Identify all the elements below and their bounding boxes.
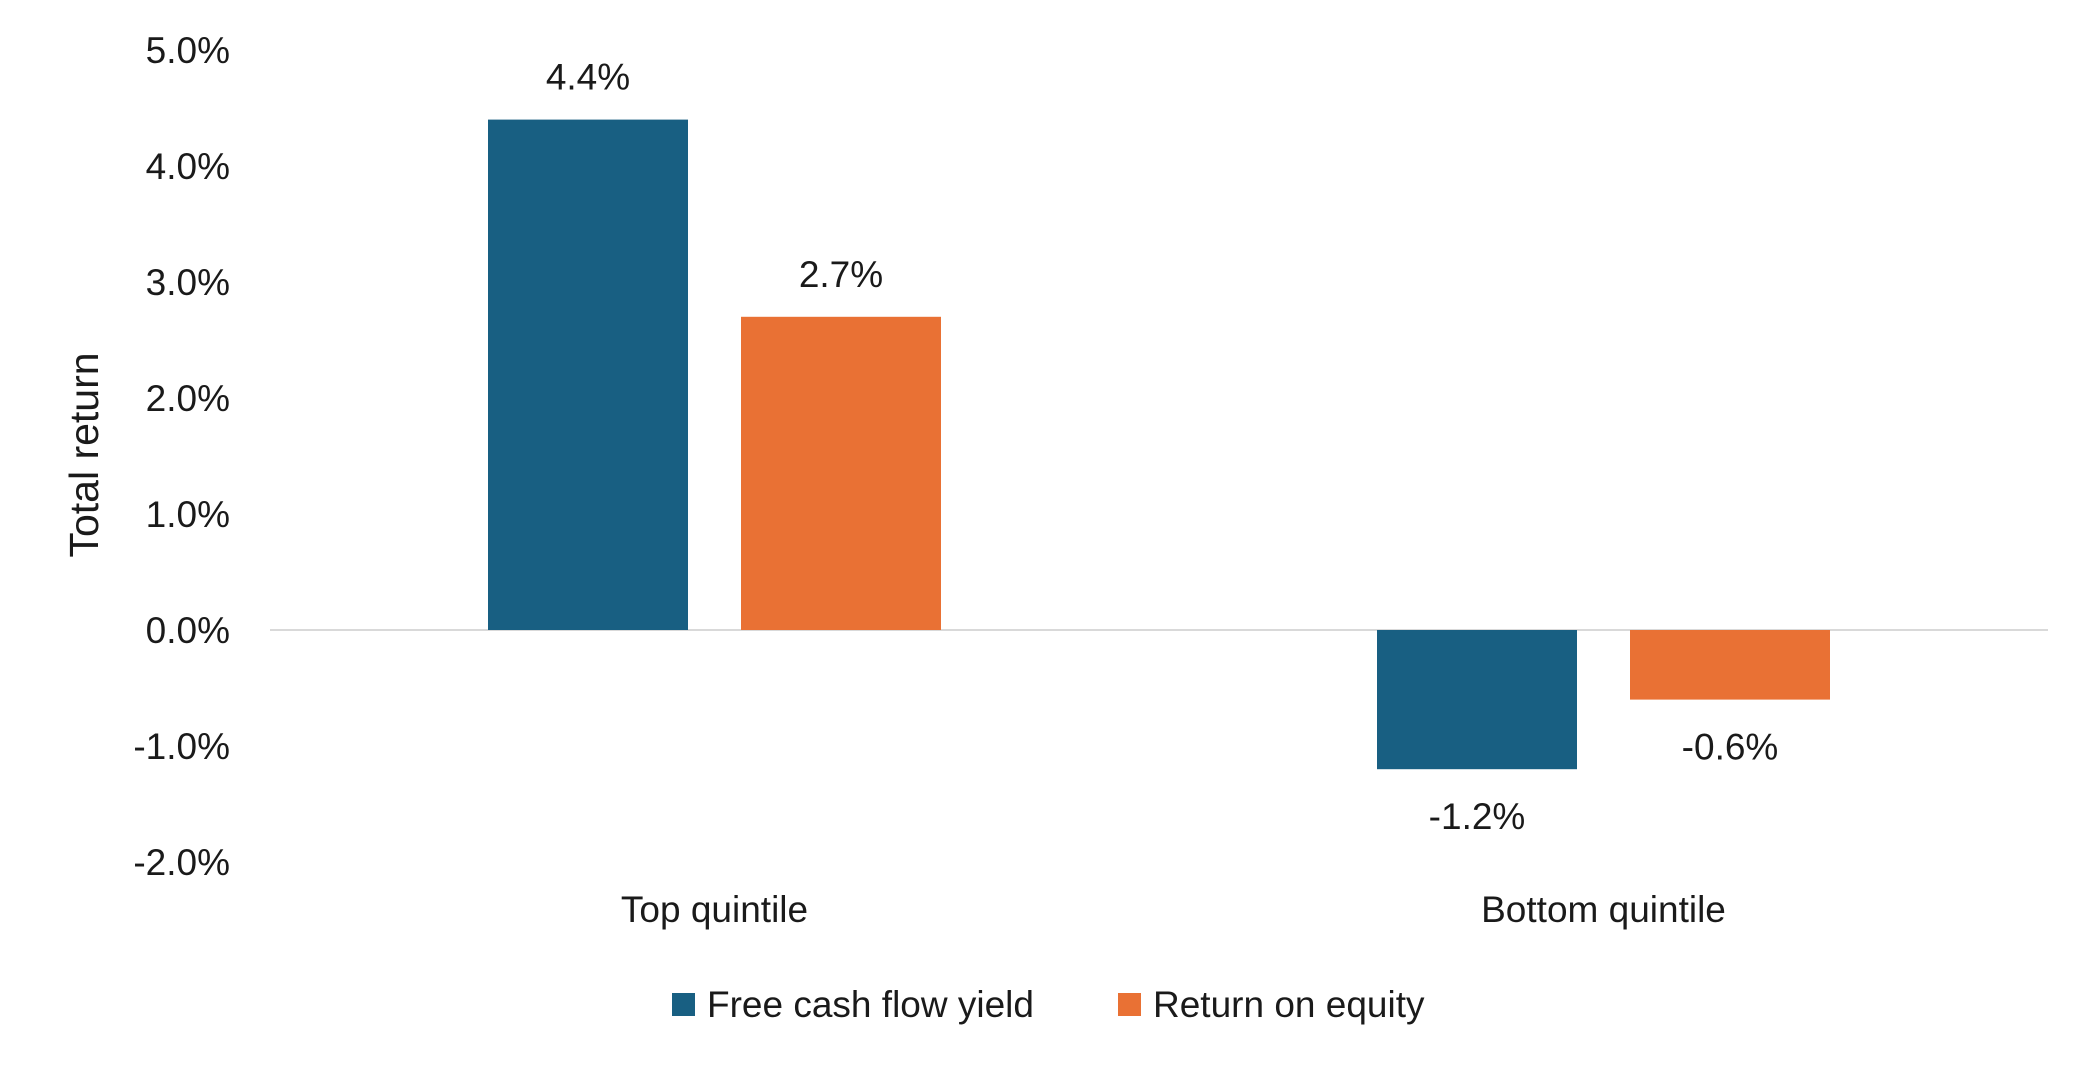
category-labels: Top quintile Bottom quintile xyxy=(621,889,1726,930)
data-label: -1.2% xyxy=(1429,796,1526,837)
bar xyxy=(741,316,941,630)
bars-group xyxy=(488,119,1830,770)
y-tick-label: 0.0% xyxy=(146,610,230,651)
legend: Free cash flow yield Return on equity xyxy=(672,984,1425,1025)
y-tick-label: 2.0% xyxy=(146,378,230,419)
legend-label: Free cash flow yield xyxy=(707,984,1034,1025)
legend-swatch xyxy=(672,993,695,1016)
legend-label: Return on equity xyxy=(1153,984,1425,1025)
category-label: Bottom quintile xyxy=(1481,889,1726,930)
y-axis-ticks: 5.0% 4.0% 3.0% 2.0% 1.0% 0.0% -1.0% -2.0% xyxy=(133,30,230,883)
y-axis-title: Total return xyxy=(61,352,107,557)
bar xyxy=(1377,630,1577,770)
y-tick-label: -2.0% xyxy=(133,842,230,883)
y-tick-label: -1.0% xyxy=(133,726,230,767)
y-tick-label: 5.0% xyxy=(146,30,230,71)
bar xyxy=(488,119,688,630)
data-label: -0.6% xyxy=(1682,727,1779,768)
y-tick-label: 4.0% xyxy=(146,146,230,187)
data-labels: 4.4% 2.7% -1.2% -0.6% xyxy=(546,57,1779,838)
legend-swatch xyxy=(1118,993,1141,1016)
data-label: 4.4% xyxy=(546,57,630,98)
y-tick-label: 1.0% xyxy=(146,494,230,535)
y-tick-label: 3.0% xyxy=(146,262,230,303)
bar xyxy=(1630,630,1830,700)
category-label: Top quintile xyxy=(621,889,808,930)
data-label: 2.7% xyxy=(799,254,883,295)
